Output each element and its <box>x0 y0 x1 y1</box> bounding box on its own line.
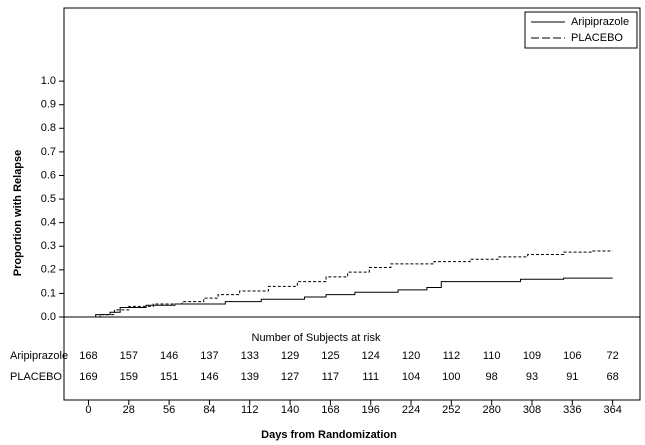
x-tick-label: 336 <box>563 404 581 416</box>
risk-value: 72 <box>607 350 619 362</box>
x-tick-label: 0 <box>85 404 91 416</box>
risk-value: 169 <box>79 371 97 383</box>
risk-row-label: PLACEBO <box>10 371 62 383</box>
legend-box <box>524 11 638 49</box>
risk-value: 109 <box>523 350 541 362</box>
risk-value: 98 <box>486 371 498 383</box>
risk-value: 120 <box>402 350 420 362</box>
risk-value: 111 <box>362 371 379 383</box>
x-tick-label: 28 <box>123 404 135 416</box>
legend-label: PLACEBO <box>571 32 623 44</box>
risk-value: 129 <box>281 350 299 362</box>
y-tick-label: 0.7 <box>41 146 56 158</box>
risk-value: 112 <box>443 350 461 362</box>
x-tick-label: 112 <box>241 404 259 416</box>
y-tick-label: 0.8 <box>41 122 56 134</box>
risk-value: 125 <box>321 350 339 362</box>
y-tick-label: 0.4 <box>41 217 56 229</box>
survival-curve <box>88 250 613 318</box>
y-tick-label: 0.9 <box>41 99 56 111</box>
y-tick-label: 0.1 <box>41 287 56 299</box>
x-tick-label: 224 <box>402 404 420 416</box>
y-axis-label: Proportion with Relapse <box>12 150 24 277</box>
risk-value: 106 <box>563 350 581 362</box>
risk-value: 104 <box>402 371 420 383</box>
x-tick-label: 196 <box>362 404 380 416</box>
y-tick-label: 0.6 <box>41 169 56 181</box>
x-tick-label: 168 <box>321 404 339 416</box>
risk-value: 93 <box>526 371 538 383</box>
risk-value: 139 <box>241 371 259 383</box>
risk-value: 159 <box>120 371 138 383</box>
risk-table-title: Number of Subjects at risk <box>252 332 381 344</box>
x-tick-label: 84 <box>203 404 215 416</box>
risk-value: 133 <box>241 350 259 362</box>
risk-value: 127 <box>281 371 299 383</box>
risk-value: 91 <box>566 371 578 383</box>
x-tick-label: 280 <box>483 404 501 416</box>
risk-value: 124 <box>362 350 380 362</box>
risk-value: 146 <box>200 371 218 383</box>
y-tick-label: 0.2 <box>41 264 56 276</box>
y-tick-label: 0.5 <box>41 193 56 205</box>
risk-value: 68 <box>607 371 619 383</box>
x-tick-label: 56 <box>163 404 175 416</box>
legend-label: Aripiprazole <box>571 16 629 28</box>
risk-value: 157 <box>120 350 138 362</box>
x-tick-label: 308 <box>523 404 541 416</box>
y-tick-label: 1.0 <box>41 75 56 87</box>
x-tick-label: 364 <box>603 404 621 416</box>
risk-value: 168 <box>79 350 97 362</box>
y-tick-label: 0.0 <box>41 311 56 323</box>
risk-value: 100 <box>442 371 460 383</box>
risk-value: 146 <box>160 350 178 362</box>
x-tick-label: 252 <box>442 404 460 416</box>
risk-value: 117 <box>322 371 340 383</box>
risk-value: 137 <box>200 350 218 362</box>
survival-curve <box>88 277 613 318</box>
risk-row-label: Aripiprazole <box>10 350 68 362</box>
x-tick-label: 140 <box>281 404 299 416</box>
risk-value: 110 <box>483 350 501 362</box>
x-axis-label: Days from Randomization <box>261 429 397 441</box>
risk-value: 151 <box>160 371 178 383</box>
y-tick-label: 0.3 <box>41 240 56 252</box>
